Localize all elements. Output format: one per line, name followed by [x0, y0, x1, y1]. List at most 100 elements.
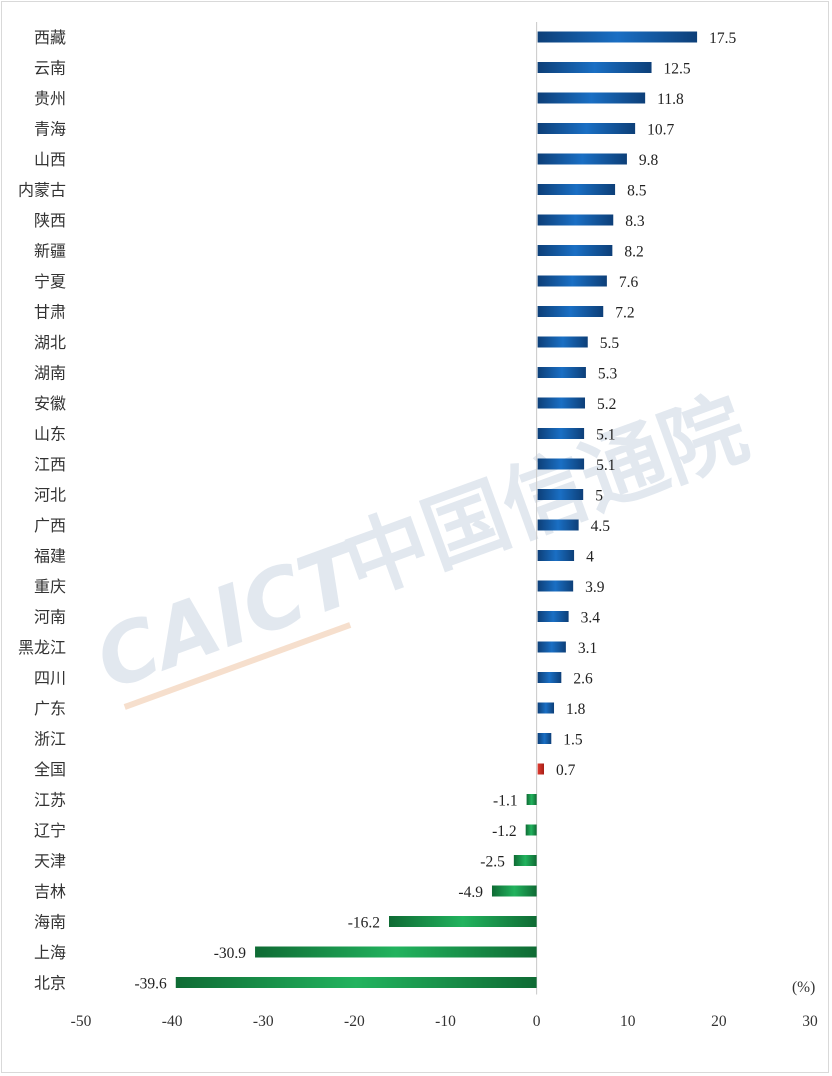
- bar-辽宁: [525, 824, 537, 836]
- bar-西藏: [537, 31, 698, 43]
- category-label: 湖北: [34, 333, 66, 352]
- bar-湖北: [537, 336, 588, 348]
- category-label: 宁夏: [34, 272, 66, 291]
- bar-北京: [175, 977, 537, 988]
- bar-四川: [537, 672, 562, 683]
- category-label: 西藏: [34, 28, 66, 47]
- x-tick-label: 0: [533, 1013, 541, 1030]
- value-label: -39.6: [134, 976, 167, 993]
- value-label: 17.5: [709, 30, 736, 47]
- value-label: 5.1: [596, 427, 615, 444]
- value-label: 2.6: [573, 671, 593, 688]
- category-label: 陕西: [34, 211, 66, 230]
- value-label: 4: [586, 549, 594, 566]
- category-label: 甘肃: [34, 303, 66, 322]
- value-label: 7.6: [619, 274, 639, 291]
- category-label: 海南: [34, 913, 66, 932]
- bars: [175, 31, 698, 988]
- value-label: -2.5: [480, 854, 505, 871]
- value-label: 11.8: [657, 91, 684, 108]
- bar-湖南: [537, 367, 586, 378]
- value-label: 3.4: [581, 610, 601, 627]
- category-label: 四川: [34, 669, 66, 688]
- value-label: -30.9: [214, 945, 247, 962]
- value-label: 8.5: [627, 183, 647, 200]
- bar-内蒙古: [537, 184, 616, 195]
- bar-广东: [537, 702, 555, 714]
- bar-浙江: [537, 733, 552, 744]
- category-label: 贵州: [34, 89, 66, 108]
- bar-福建: [537, 550, 575, 561]
- bar-黑龙江: [537, 641, 566, 653]
- bar-广西: [537, 519, 579, 531]
- value-label: 3.1: [578, 640, 597, 657]
- value-label: 9.8: [639, 152, 659, 169]
- category-label: 河北: [34, 486, 66, 505]
- bar-陕西: [537, 214, 614, 226]
- x-tick-label: 20: [711, 1013, 727, 1030]
- category-label: 浙江: [34, 730, 66, 749]
- category-label: 山西: [34, 150, 66, 169]
- value-label: 3.9: [585, 579, 605, 596]
- category-label: 广东: [34, 699, 66, 718]
- category-label: 青海: [34, 120, 66, 139]
- category-label: 河南: [34, 608, 66, 627]
- value-label: 5: [595, 488, 603, 505]
- watermark-brand: CAICT: [84, 525, 376, 709]
- bar-河北: [537, 489, 584, 500]
- category-label: 安徽: [34, 394, 66, 413]
- category-label: 湖南: [34, 364, 66, 383]
- watermark-underline: [123, 622, 352, 710]
- bar-宁夏: [537, 275, 607, 287]
- value-label: -4.9: [458, 884, 483, 901]
- category-label: 江西: [34, 455, 66, 474]
- value-label: 7.2: [615, 305, 634, 322]
- value-label: 10.7: [647, 122, 674, 139]
- x-tick-label: 30: [802, 1013, 818, 1030]
- bar-上海: [255, 946, 537, 958]
- value-labels: 17.5 12.5 11.8 10.7 9.8 8.5 8.3 8.2 7.6 7.2 5.5 5.3…: [134, 30, 736, 993]
- category-label: 福建: [34, 547, 66, 566]
- x-tick-label: -10: [435, 1013, 456, 1030]
- value-label: 5.3: [598, 366, 618, 383]
- value-label: 1.5: [563, 732, 583, 749]
- category-label: 黑龙江: [18, 638, 66, 657]
- value-label: 5.1: [596, 457, 615, 474]
- bar-河南: [537, 611, 569, 622]
- value-label: -16.2: [348, 915, 380, 932]
- category-label: 内蒙古: [18, 181, 66, 200]
- bar-山东: [537, 428, 585, 439]
- bar-江苏: [526, 794, 537, 805]
- category-label: 重庆: [34, 577, 66, 596]
- value-label: -1.1: [493, 793, 518, 810]
- category-label: 云南: [34, 59, 66, 78]
- bar-全国: [537, 763, 545, 775]
- category-label: 广西: [34, 516, 66, 535]
- bar-安徽: [537, 397, 586, 409]
- value-label: 1.8: [566, 701, 586, 718]
- bar-甘肃: [537, 306, 604, 317]
- bar-云南: [537, 62, 652, 73]
- category-labels: 西藏云南贵州青海山西内蒙古陕西新疆宁夏甘肃湖北湖南安徽山东江西河北广西福建重庆河…: [18, 28, 66, 993]
- value-label: 8.3: [625, 213, 645, 230]
- category-label: 江苏: [34, 791, 66, 810]
- category-label: 天津: [34, 852, 66, 871]
- bar-吉林: [491, 885, 537, 897]
- bar-青海: [537, 123, 636, 134]
- value-label: -1.2: [492, 823, 517, 840]
- bar-贵州: [537, 92, 646, 104]
- x-tick-label: -40: [162, 1013, 183, 1030]
- x-tick-label: 10: [620, 1013, 636, 1030]
- value-label: 8.2: [624, 244, 643, 261]
- bar-天津: [513, 855, 537, 866]
- value-label: 0.7: [556, 762, 576, 779]
- unit-label: (%): [792, 979, 815, 996]
- value-label: 12.5: [664, 61, 691, 78]
- value-label: 4.5: [591, 518, 611, 535]
- category-label: 上海: [34, 943, 66, 962]
- category-label: 吉林: [34, 882, 66, 901]
- watermark: CAICT 中国信通院: [84, 379, 759, 710]
- bar-山西: [537, 153, 627, 165]
